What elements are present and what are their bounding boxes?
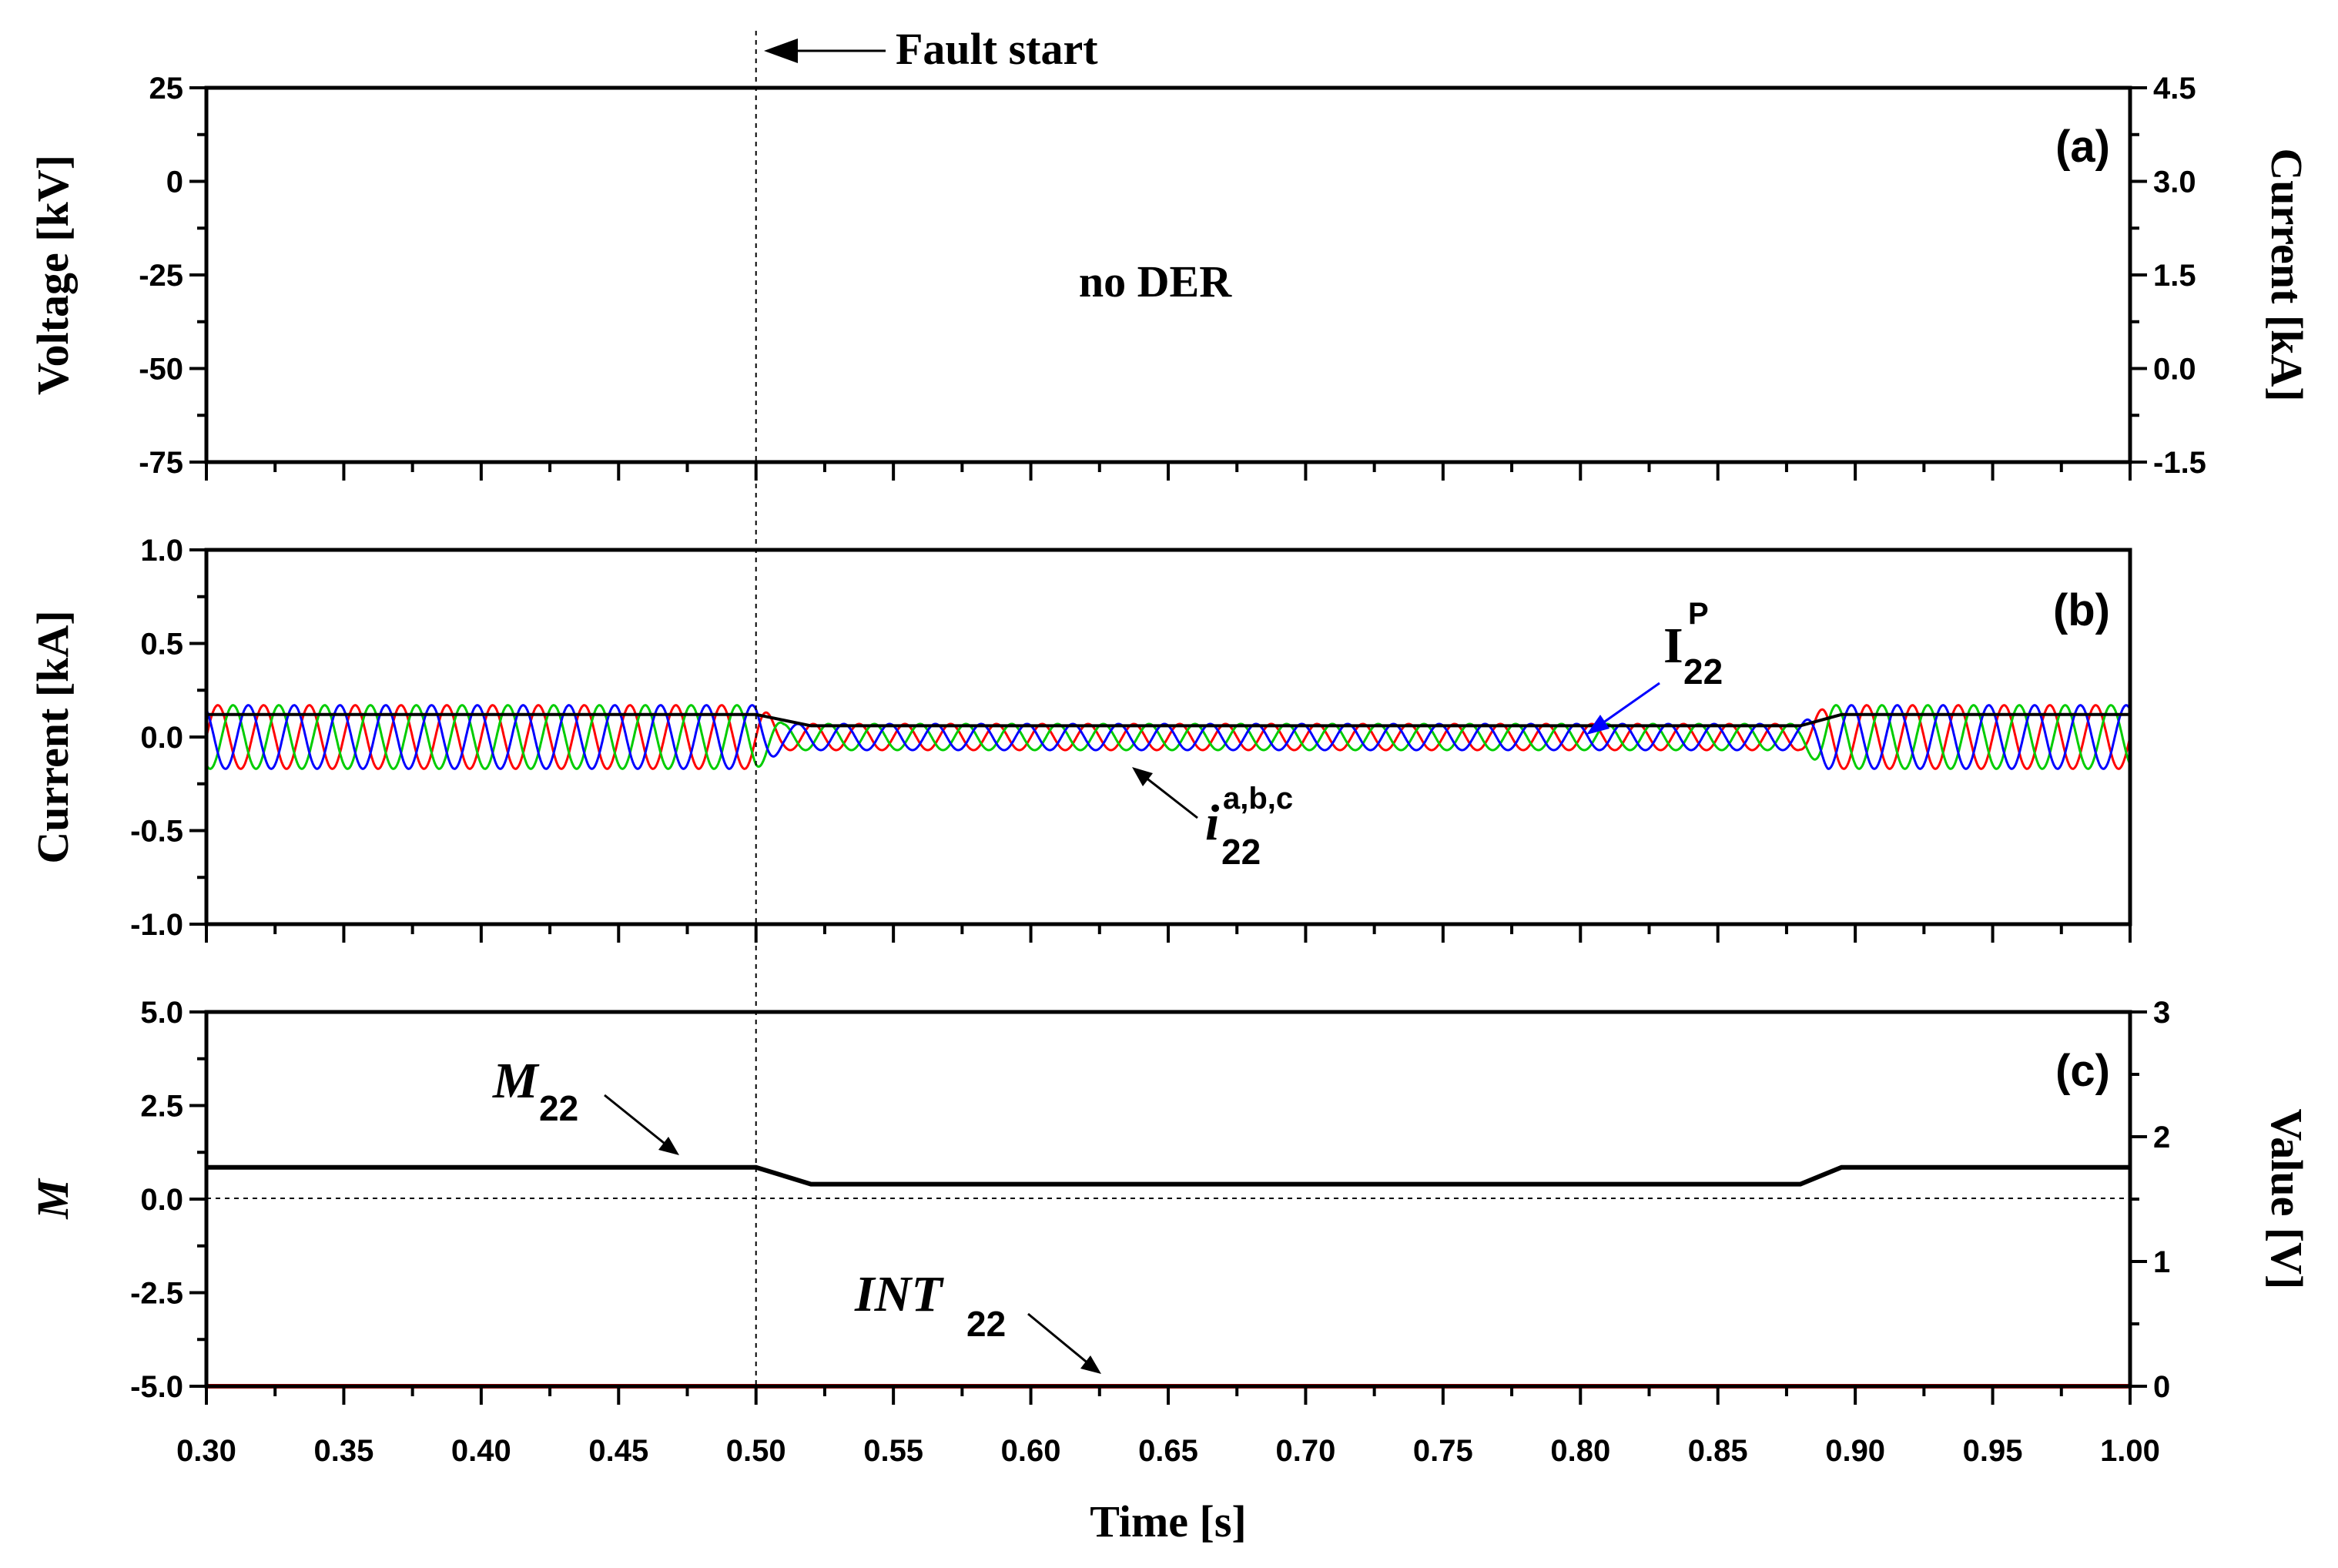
x-tick-label: 0.30 <box>176 1434 236 1468</box>
y-tick-label: 0.0 <box>140 721 183 755</box>
x-axis-ticks: 0.30 0.35 0.40 0.45 0.50 0.55 0.60 0.65 0.70 0.75… <box>176 462 2160 1468</box>
phase-current-label-base: i <box>1205 795 1220 851</box>
int22-arrowhead <box>1080 1355 1101 1374</box>
x-tick-label: 0.95 <box>1963 1434 2023 1468</box>
phase-current-label-sup: a,b,c <box>1223 782 1293 816</box>
x-tick-label: 0.90 <box>1825 1434 1885 1468</box>
panel-b: 1.0 0.5 0.0 -0.5 -1.0 (b) Current [kA] I P 2… <box>28 534 2132 942</box>
y2-tick-label: 0.0 <box>2153 353 2196 387</box>
m22-annotation: M 22 <box>492 1053 679 1155</box>
fault-marker: Fault start <box>755 24 1098 1386</box>
m22-label-base: M <box>492 1053 540 1109</box>
y-tick-label: 5.0 <box>140 996 183 1030</box>
y-tick-label: -25 <box>139 259 183 293</box>
peak-current-series <box>206 712 2130 728</box>
y-tick-label: 2.5 <box>140 1090 183 1124</box>
x-tick-label: 0.40 <box>451 1434 511 1468</box>
panel-a-y2label: Current [kA] <box>2262 148 2312 401</box>
phase-current-series <box>205 704 2132 770</box>
y-tick-label: 0.5 <box>140 628 183 662</box>
m22-series <box>206 1164 2130 1187</box>
m22-arrowhead <box>658 1137 679 1155</box>
panel-b-label: (b) <box>2053 585 2110 635</box>
peak-current-arrowhead <box>1586 715 1609 735</box>
y2-tick-label: 1 <box>2153 1245 2170 1279</box>
panel-b-ticks: 1.0 0.5 0.0 -0.5 -1.0 <box>130 534 206 942</box>
x-tick-label: 0.60 <box>1001 1434 1061 1468</box>
int22-arrow <box>1027 1312 1094 1369</box>
panel-c-ylabel: M <box>28 1178 78 1220</box>
x-tick-label: 0.85 <box>1688 1434 1748 1468</box>
y2-tick-label: 1.5 <box>2153 259 2196 293</box>
y2-tick-label: 2 <box>2153 1121 2170 1154</box>
peak-current-label-sub: 22 <box>1683 652 1723 692</box>
y-tick-label: -2.5 <box>130 1277 183 1311</box>
panel-b-series <box>205 704 2132 770</box>
panel-c-series <box>206 1164 2130 1389</box>
x-tick-label: 0.75 <box>1413 1434 1473 1468</box>
y2-tick-label: 4.5 <box>2153 72 2196 106</box>
x-tick-label: 0.70 <box>1275 1434 1335 1468</box>
phase-current-label-sub: 22 <box>1221 832 1261 872</box>
x-tick-label: 0.50 <box>726 1434 786 1468</box>
peak-current-annotation: I P 22 <box>1586 597 1723 735</box>
panel-c: 5.0 2.5 0.0 -2.5 -5.0 3 2 1 0 (c) M Value [V] Ti… <box>28 996 2312 1546</box>
x-tick-label: 1.00 <box>2100 1434 2160 1468</box>
int22-label-base: INT <box>854 1266 944 1322</box>
phase-current-annotation: i a,b,c 22 <box>1132 767 1293 872</box>
peak-current-label-base: I <box>1663 618 1683 674</box>
panel-b-ylabel: Current [kA] <box>28 610 78 863</box>
y2-tick-label: 3.0 <box>2153 166 2196 199</box>
peak-current-label-sup: P <box>1688 597 1709 631</box>
panel-c-ticks: 5.0 2.5 0.0 -2.5 -5.0 3 2 1 0 <box>130 996 2170 1404</box>
x-tick-label: 0.55 <box>863 1434 923 1468</box>
y2-tick-label: 0 <box>2153 1370 2170 1404</box>
m22-label-sub: 22 <box>539 1088 578 1128</box>
y-tick-label: -50 <box>139 353 183 387</box>
y-tick-label: 1.0 <box>140 534 183 568</box>
y-tick-label: -1.0 <box>130 908 183 942</box>
int22-label-sub: 22 <box>966 1304 1006 1344</box>
panel-c-y2label: Value [V] <box>2262 1109 2312 1290</box>
y-tick-label: -75 <box>139 446 183 480</box>
phase-current-arrowhead <box>1132 767 1153 786</box>
x-axis-label: Time [s] <box>1090 1496 1247 1546</box>
x-tick-label: 0.65 <box>1138 1434 1198 1468</box>
y-tick-label: 25 <box>149 72 184 106</box>
panel-a-annotation: no DER <box>1079 256 1232 307</box>
y-tick-label: 0 <box>166 166 183 199</box>
panel-c-label: (c) <box>2055 1046 2110 1096</box>
panel-a-ticks: 25 0 -25 -50 -75 4.5 3.0 1.5 0.0 -1.5 <box>139 72 2206 480</box>
panel-a-ylabel: Voltage [kV] <box>28 155 78 395</box>
y2-tick-label: 3 <box>2153 996 2170 1030</box>
panel-a: 250-25-50-754.53.01.50.0-1.5 (a) no DER … <box>28 72 2312 480</box>
y2-tick-label: -1.5 <box>2153 446 2206 480</box>
x-tick-label: 0.80 <box>1550 1434 1610 1468</box>
x-tick-label: 0.35 <box>313 1434 373 1468</box>
fault-start-arrowhead <box>764 39 798 63</box>
fault-start-label: Fault start <box>896 24 1098 74</box>
y-tick-label: -0.5 <box>130 815 183 849</box>
y-tick-label: -5.0 <box>130 1370 183 1404</box>
y-tick-label: 0.0 <box>140 1183 183 1217</box>
x-tick-label: 0.45 <box>588 1434 648 1468</box>
phase-current-series <box>205 704 2132 770</box>
m22-arrow <box>604 1094 672 1151</box>
panel-a-label: (a) <box>2055 122 2110 172</box>
int22-annotation: INT 22 <box>854 1266 1101 1374</box>
